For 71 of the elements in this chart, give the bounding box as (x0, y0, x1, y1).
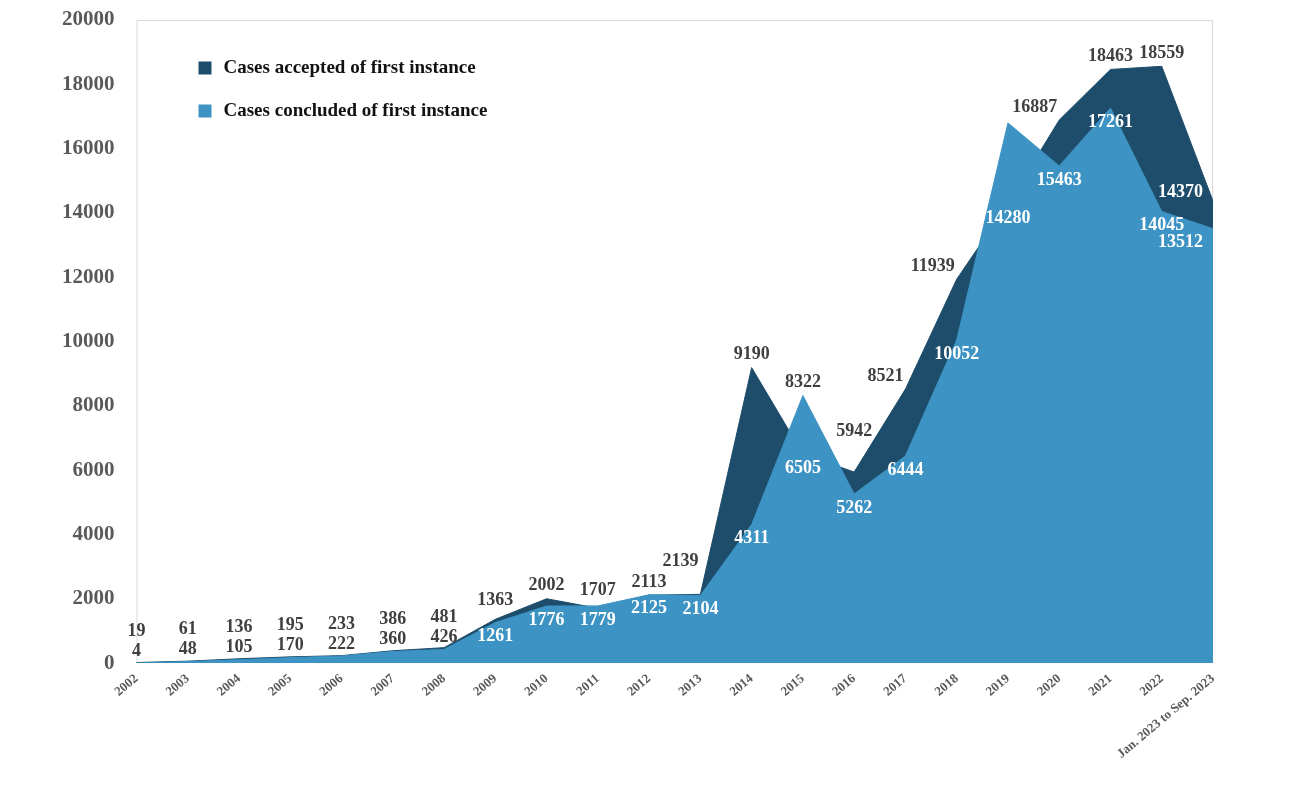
data-label: 1363 (477, 588, 514, 609)
data-label: 2125 (631, 597, 668, 618)
data-label: 195 (276, 614, 304, 635)
y-tick-label: 4000 (72, 520, 115, 545)
x-tick-label: 2015 (777, 670, 808, 699)
x-tick-label: 2021 (1085, 670, 1115, 699)
data-label: 18559 (1139, 41, 1185, 62)
data-label: 18463 (1087, 44, 1133, 65)
data-label: 15463 (1036, 168, 1082, 189)
legend-label: Cases concluded of first instance (223, 98, 488, 120)
data-label: 136 (225, 616, 253, 637)
data-label: 222 (328, 632, 356, 653)
data-label: 2139 (662, 549, 699, 570)
x-tick-label: 2014 (726, 670, 757, 699)
data-label: 48 (178, 638, 197, 659)
x-tick-label: 2008 (418, 670, 449, 699)
x-tick-label: 2018 (931, 670, 962, 699)
data-label: 5942 (836, 419, 873, 440)
x-tick-label: 2009 (469, 670, 500, 699)
y-tick-label: 16000 (62, 135, 115, 160)
data-label: 14370 (1158, 180, 1203, 201)
data-label: 233 (328, 612, 356, 633)
x-tick-label: 2019 (982, 670, 1013, 699)
data-label: 8521 (867, 364, 904, 385)
data-label: 426 (430, 626, 458, 647)
data-label: 2002 (528, 574, 565, 595)
data-label: 10052 (934, 342, 980, 363)
y-tick-label: 14000 (62, 199, 115, 224)
data-label: 61 (178, 618, 197, 639)
y-tick-label: 6000 (72, 456, 115, 481)
x-tick-label: 2010 (521, 670, 551, 699)
data-label: 105 (225, 636, 253, 657)
x-tick-label: 2006 (316, 670, 347, 699)
data-label: 1779 (579, 608, 616, 629)
data-label: 2104 (682, 598, 719, 619)
x-tick-label: 2020 (1033, 670, 1064, 699)
y-tick-label: 10000 (62, 327, 115, 352)
data-label: 17261 (1087, 110, 1133, 131)
data-label: 1776 (528, 608, 565, 629)
x-tick-label: 2005 (264, 670, 295, 699)
data-label: 386 (379, 608, 407, 629)
x-tick-label: 2004 (213, 670, 244, 699)
x-tick-label: 2012 (623, 670, 654, 699)
data-label: 481 (430, 606, 458, 627)
data-label: 19 (127, 619, 146, 640)
y-tick-label: 18000 (62, 70, 115, 95)
data-label: 360 (379, 628, 407, 649)
data-label: 14280 (985, 206, 1031, 227)
data-label: 5262 (836, 496, 873, 517)
y-tick-label: 12000 (62, 263, 115, 288)
y-tick-label: 2000 (72, 585, 115, 610)
x-tick-label: 2003 (162, 670, 193, 699)
data-label: 6505 (784, 456, 821, 477)
data-label: 1261 (477, 625, 514, 646)
x-tick-label: 2011 (572, 670, 602, 699)
data-label: 2113 (631, 570, 667, 591)
x-tick-label: 2016 (828, 670, 859, 699)
x-tick-label: 2013 (674, 670, 705, 699)
data-label: 11939 (910, 254, 955, 275)
data-label: 4 (132, 639, 141, 660)
data-label: 9190 (733, 343, 770, 364)
data-label: 8322 (784, 371, 821, 392)
data-label: 1707 (579, 578, 616, 599)
y-tick-label: 8000 (72, 392, 115, 417)
data-label: 6444 (887, 458, 924, 479)
data-label: 4311 (734, 527, 770, 548)
y-tick-label: 20000 (62, 6, 115, 31)
data-label: 16887 (1012, 95, 1058, 116)
x-tick-label: 2022 (1136, 670, 1166, 699)
legend-label: Cases accepted of first instance (223, 55, 476, 77)
data-label: 170 (276, 634, 304, 655)
